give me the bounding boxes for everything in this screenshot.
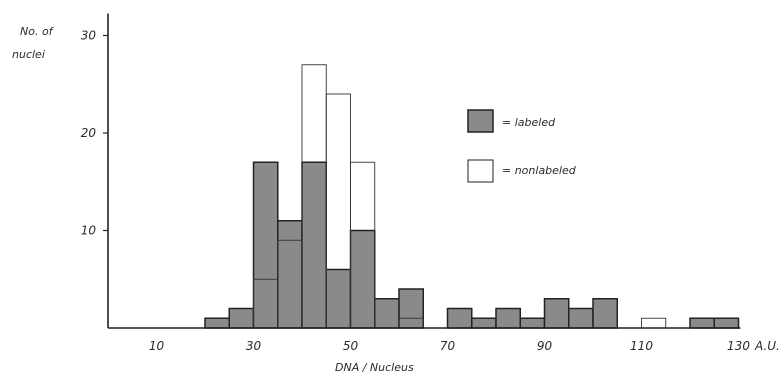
bar-labeled xyxy=(592,298,618,329)
y-tick-label: 30 xyxy=(81,29,97,43)
bar-nonlabeled xyxy=(641,317,667,329)
y-axis-title-line2: nuclei xyxy=(12,48,45,61)
bar-labeled xyxy=(252,161,279,329)
bar-labeled xyxy=(689,317,715,329)
bar-labeled xyxy=(204,317,230,329)
bar-labeled xyxy=(228,307,255,329)
bar-labeled xyxy=(713,317,740,329)
x-tick-label: 110 xyxy=(630,339,653,353)
x-tick-label: 30 xyxy=(246,339,262,353)
legend-label-nonlabeled: = nonlabeled xyxy=(502,164,577,177)
legend-swatch-nonlabeled xyxy=(467,159,494,183)
bar-labeled xyxy=(543,298,570,329)
bar-labeled xyxy=(446,307,473,329)
bar-labeled xyxy=(374,298,400,329)
bar-labeled xyxy=(398,288,424,329)
x-tick-label: 130 xyxy=(727,339,750,353)
axes xyxy=(103,13,741,329)
legend-label-labeled: = labeled xyxy=(502,116,556,129)
y-axis-title-line1: No. of xyxy=(20,25,55,38)
labeled-bars xyxy=(204,161,740,329)
x-tick-label: 70 xyxy=(440,339,456,353)
bar-labeled xyxy=(325,268,352,329)
bar-labeled xyxy=(471,317,497,329)
y-tick-label: 20 xyxy=(81,126,97,140)
tick-labels: 10 20 30 10 30 50 70 90 110 130 xyxy=(81,29,751,354)
bar-labeled xyxy=(519,317,546,329)
bar-labeled xyxy=(301,161,327,329)
legend-swatch-labeled xyxy=(467,109,494,133)
x-tick-label: 50 xyxy=(343,339,359,353)
x-tick-label: 90 xyxy=(537,339,553,353)
bar-labeled xyxy=(349,229,376,329)
legend: = labeled = nonlabeled xyxy=(467,109,577,183)
x-axis-title: DNA / Nucleus xyxy=(335,361,414,374)
x-axis-unit: A.U. xyxy=(754,339,780,353)
y-tick-label: 10 xyxy=(81,224,97,238)
bar-labeled xyxy=(277,220,303,329)
bar-labeled xyxy=(568,307,594,329)
bar-labeled xyxy=(495,307,521,329)
x-tick-label: 10 xyxy=(149,339,165,353)
